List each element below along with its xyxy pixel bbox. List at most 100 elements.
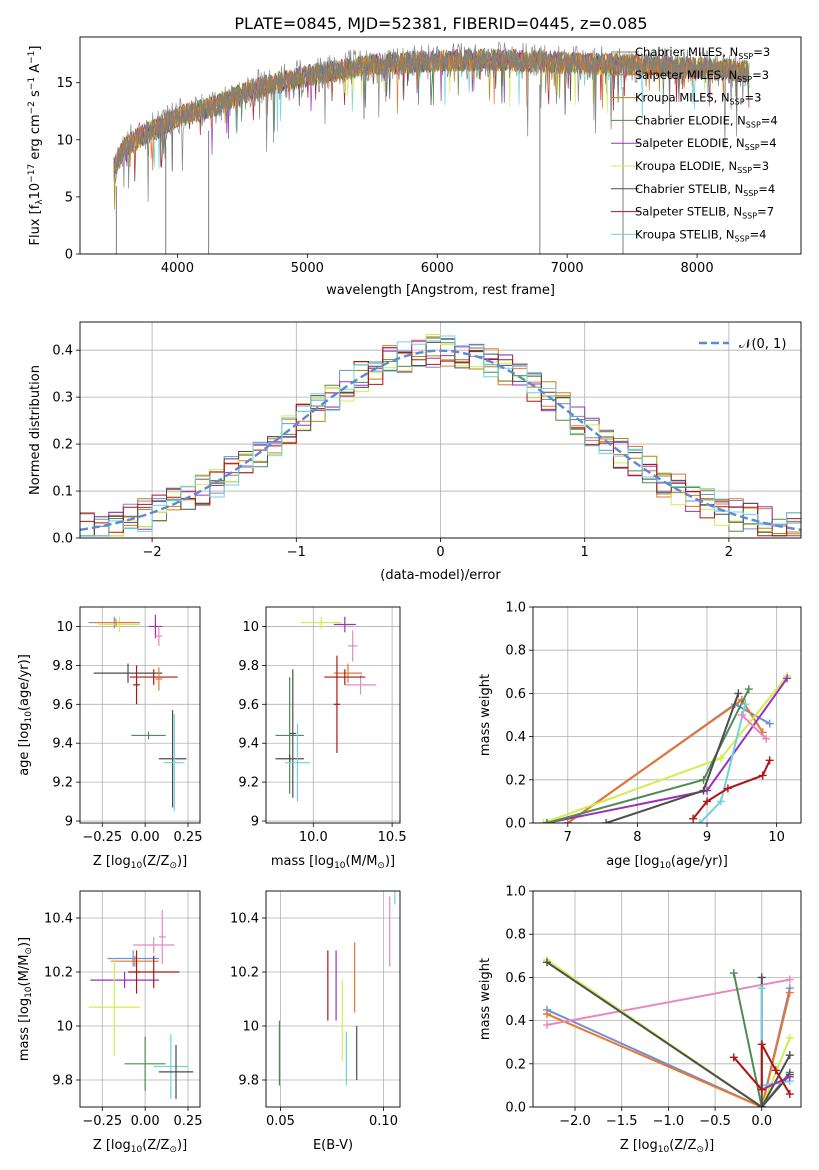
axes-frame: [532, 606, 802, 824]
axes-frame: [79, 890, 201, 1108]
x-tick-label: −0.5: [699, 1114, 731, 1129]
spectrum-line: [113, 48, 750, 178]
y-tick-label: 9.4: [52, 737, 73, 752]
x-tick-label: 4000: [161, 261, 194, 276]
y-axis-label: mass weight: [478, 674, 493, 756]
weight-marker: [602, 819, 611, 823]
y-tick-label: 10: [56, 1020, 73, 1035]
normal-curve: [80, 349, 801, 531]
legend-entry: Salpeter ELODIE, NSSP=4: [635, 136, 777, 152]
y-tick-label: 0.1: [52, 485, 73, 500]
weight-marker: [785, 988, 794, 997]
x-axis-label: E(B-V): [313, 1138, 353, 1153]
weight-marker: [563, 819, 572, 823]
x-tick-label: −1.0: [653, 1114, 685, 1129]
weight-marker: [785, 1033, 794, 1042]
y-tick-label: 0: [65, 248, 73, 263]
weight-line: [741, 714, 767, 740]
x-tick-label: 10: [768, 830, 785, 845]
weight-marker: [757, 1040, 766, 1049]
legend-entry: Chabrier MILES, NSSP=3: [635, 45, 770, 61]
y-tick-label: 10.4: [230, 912, 259, 927]
y-tick-label: 0.2: [52, 438, 73, 453]
plot-area-spectrum: [113, 41, 750, 254]
x-tick-label: −0.25: [82, 1114, 122, 1129]
weight-marker: [543, 1020, 552, 1029]
weight-marker: [783, 674, 792, 683]
y-axis-label: Normed distribution: [28, 365, 43, 495]
y-tick-label: 9.2: [238, 776, 259, 791]
plot-area-age_vs_Z: [88, 614, 187, 812]
y-tick-label: 9: [65, 815, 73, 830]
axes-frame: [265, 890, 401, 1108]
y-tick-label: 0.4: [505, 730, 526, 745]
x-tick-label: 0.10: [369, 1114, 398, 1129]
x-tick-label: −1.5: [606, 1114, 638, 1129]
weight-marker: [734, 689, 743, 698]
y-axis-label: age [log10(age/yr)]: [17, 654, 34, 776]
axes-frame: [79, 321, 802, 539]
y-tick-label: 0.0: [505, 1101, 526, 1116]
axes-frame: [79, 36, 802, 255]
y-tick-label: 10: [56, 620, 73, 635]
x-tick-label: 0.05: [266, 1114, 295, 1129]
histogram-series: [80, 334, 801, 537]
weight-marker: [757, 1085, 766, 1094]
weight-line: [761, 1075, 791, 1091]
y-tick-label: 10: [242, 1020, 259, 1035]
legend-entry: 𝒩(0, 1): [739, 337, 786, 352]
axes-weight_vs_age: 7 8 9 10 0.0 0.2 0.4 0.6 0.8 1.0 age [log10(age/yr…: [478, 601, 802, 871]
weight-marker: [785, 1090, 794, 1099]
weight-line: [543, 675, 788, 823]
x-tick-label: 8: [633, 830, 641, 845]
x-tick-label: 7: [564, 830, 572, 845]
y-tick-label: 0.8: [505, 644, 526, 659]
weight-marker: [716, 797, 725, 806]
weight-marker: [723, 784, 732, 793]
legend-entry: Kroupa ELODIE, NSSP=3: [635, 159, 769, 175]
weight-marker: [716, 754, 725, 763]
y-tick-label: 0.2: [505, 1057, 526, 1072]
axes-mass_vs_ebv: 0.05 0.10 9.8 10 10.2 10.4 E(B-V): [230, 890, 401, 1153]
plot-area-weight_vs_age: [539, 672, 792, 823]
y-tick-label: 0.4: [52, 344, 73, 359]
axes-residuals: −2 −1 0 1 2 0.0 0.1 0.2 0.3 0.4 𝒩(0, 1) (data-model…: [28, 321, 802, 583]
x-tick-label: 2: [725, 545, 733, 560]
axes-frame: [79, 606, 201, 824]
plot-area-age_vs_mass: [275, 616, 377, 802]
y-axis-label: mass weight: [478, 958, 493, 1040]
legend-entry: Kroupa MILES, NSSP=3: [635, 91, 761, 107]
y-tick-label: 9.6: [238, 698, 259, 713]
weight-marker: [737, 711, 746, 719]
x-axis-label: age [log10(age/yr)]: [606, 854, 728, 871]
legend-entry: Salpeter STELIB, NSSP=7: [635, 205, 774, 221]
weight-marker: [762, 734, 771, 743]
axes-age_vs_Z: −0.25 0.00 0.25 9 9.2 9.4 9.6 9.8 10 Z [log10(Z/Z…: [17, 606, 202, 871]
y-axis-label: Flux [fλ10−17 erg cm−2 s−1 A−1]: [27, 46, 45, 246]
spectrum-line: [113, 41, 750, 202]
x-axis-label: Z [log10(Z/Z⊙)]: [93, 854, 187, 871]
axes-weight_vs_Z: −2.0 −1.5 −1.0 −0.5 0.0 0.0 0.2 0.4 0.6 0.8 1.0 Z […: [478, 885, 802, 1155]
y-tick-label: 0.3: [52, 391, 73, 406]
weight-marker: [689, 814, 698, 823]
axes-frame: [265, 606, 401, 824]
weight-marker: [765, 756, 774, 765]
weight-marker: [758, 771, 767, 780]
y-tick-label: 0.8: [505, 928, 526, 943]
x-tick-label: 0.25: [174, 1114, 203, 1129]
x-tick-label: −1: [287, 545, 306, 560]
x-tick-label: 9: [703, 830, 711, 845]
weight-line: [546, 677, 788, 823]
weight-marker: [539, 819, 548, 823]
axes-mass_vs_Z: −0.25 0.00 0.25 9.8 10 10.2 10.4 Z [log10(Z/Z⊙)…: [17, 890, 203, 1155]
x-tick-label: 7000: [551, 261, 584, 276]
axes-spectrum: 4000 5000 6000 7000 8000 0 5 10 15 wavelength [An…: [27, 36, 802, 298]
y-tick-label: 10.2: [44, 966, 73, 981]
y-tick-label: 0.0: [52, 532, 73, 547]
y-tick-label: 0.2: [505, 773, 526, 788]
axes-age_vs_mass: 10.0 10.5 9 9.2 9.4 9.6 9.8 10 mass [log10(M/M⊙)…: [238, 606, 407, 871]
weight-marker: [765, 719, 774, 728]
y-tick-label: 0.6: [505, 687, 526, 702]
